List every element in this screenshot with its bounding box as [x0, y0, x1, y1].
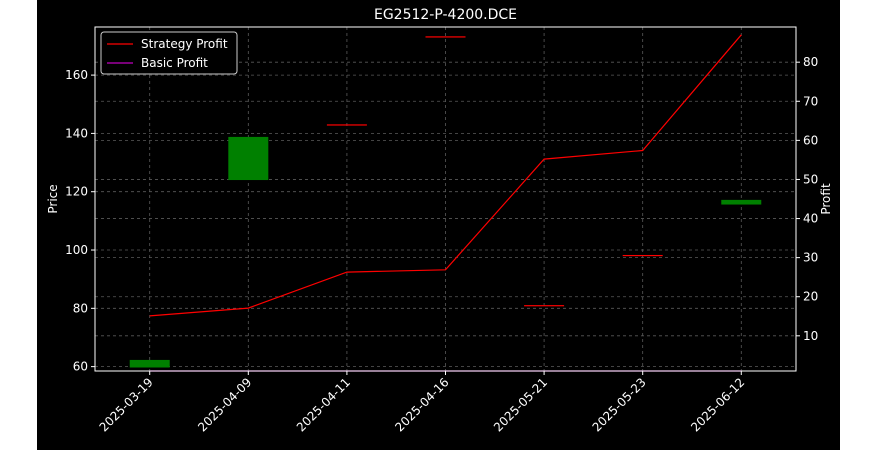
legend-box: [100, 31, 238, 75]
series-line: [149, 34, 742, 317]
y-left-tick-label: 160: [65, 68, 88, 82]
x-tick-label: 2025-04-11: [294, 375, 353, 434]
y-left-tick-label: 80: [73, 301, 88, 315]
candle-body: [129, 359, 170, 368]
chart-svg: 2025-03-19 2025-04-09 2025-04-11 2025-04-16…: [46, 7, 833, 434]
y-left-tick-label: 140: [65, 126, 88, 140]
plot-area: [95, 27, 796, 371]
y-right-tick-label: 30: [803, 251, 818, 265]
y-left-axis-title: Price: [46, 184, 60, 213]
x-tick-label: 2025-03-19: [97, 375, 156, 434]
x-tick-label: 2025-04-09: [195, 375, 254, 434]
x-tick-label: 2025-06-12: [688, 375, 747, 434]
y-left-tick-label: 100: [65, 243, 88, 257]
y-left-tick-label: 120: [65, 185, 88, 199]
candle-body: [622, 254, 663, 257]
x-tick-label: 2025-05-23: [590, 375, 649, 434]
candle-body: [721, 199, 762, 205]
candle-body: [228, 136, 269, 181]
x-tick-label: 2025-04-16: [392, 375, 451, 434]
candle-body: [425, 36, 466, 38]
y-left-tick-label: 60: [73, 360, 88, 374]
y-right-tick-label: 70: [803, 94, 818, 108]
candle-body: [326, 124, 367, 126]
y-right-tick-label: 10: [803, 329, 818, 343]
y-right-tick-label: 50: [803, 172, 818, 186]
y-right-axis-title: Profit: [819, 183, 833, 215]
y-right-tick-label: 60: [803, 133, 818, 147]
y-right-tick-label: 80: [803, 55, 818, 69]
chart-title: EG2512-P-4200.DCE: [374, 7, 517, 23]
chart-figure: 2025-03-19 2025-04-09 2025-04-11 2025-04-16…: [37, 0, 840, 450]
y-right-tick-label: 40: [803, 212, 818, 226]
candle-body: [524, 305, 565, 307]
legend-label: Strategy Profit: [141, 37, 228, 51]
x-tick-label: 2025-05-21: [491, 375, 550, 434]
y-right-tick-label: 20: [803, 290, 818, 304]
legend-label: Basic Profit: [141, 56, 208, 70]
